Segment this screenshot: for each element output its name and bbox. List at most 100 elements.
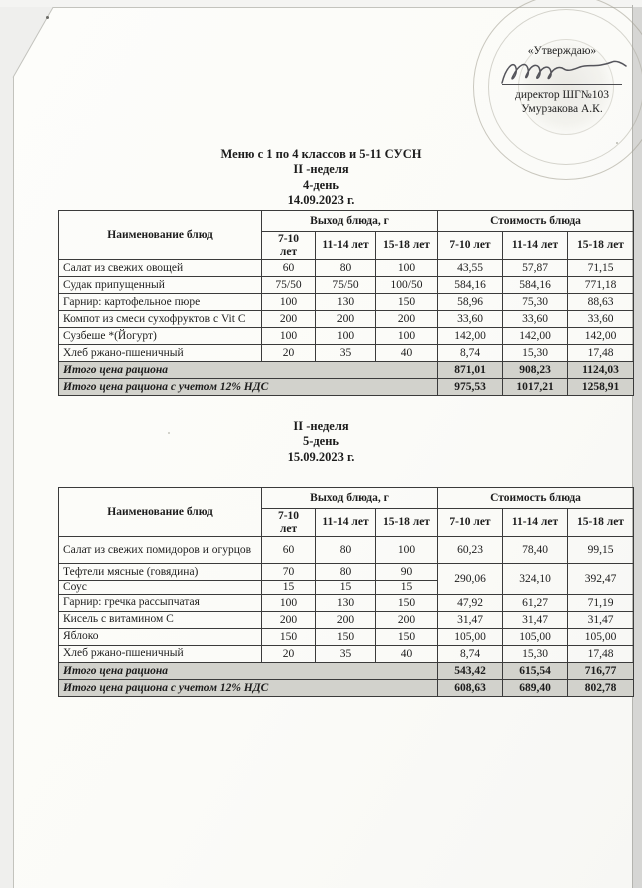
dish-name-cell: Соус: [58, 580, 262, 595]
cost-cell: 584,16: [502, 276, 568, 294]
column-header-cost: Стоимость блюда: [436, 210, 635, 232]
age-group-header: 7-10 лет: [437, 508, 503, 537]
cost-cell: 31,47: [566, 610, 635, 629]
weight-cell: 150: [375, 627, 438, 646]
age-group-header: 11-14 лет: [502, 231, 568, 260]
weight-cell: 35: [315, 344, 376, 362]
cost-cell: 31,47: [502, 610, 568, 629]
age-group-header: 7-10 лет: [437, 231, 503, 260]
weight-cell: 40: [375, 344, 438, 362]
age-group-header: 11-14 лет: [502, 508, 568, 537]
day-label: 5-день: [302, 434, 340, 449]
paper-top-edge: [53, 7, 633, 8]
totals-row: Итого цена рациона с учетом 12% НДС 975,5…: [58, 378, 635, 396]
dish-name-cell: Яблоко: [58, 627, 262, 646]
menu-title-day5: II -неделя 5-день 15.09.2023 г.: [0, 419, 642, 465]
cost-cell: 71,19: [566, 593, 635, 612]
weight-cell: 40: [375, 644, 438, 663]
age-group-header: 15-18 лет: [375, 508, 438, 537]
stamp-emblem: [518, 39, 614, 135]
menu-row: Гарнир: гречка рассыпчатая 100 130 150 47,92…: [58, 593, 635, 612]
total-value-cell: 908,23: [502, 361, 568, 379]
weight-cell: 200: [261, 610, 316, 629]
cost-cell: 47,92: [437, 593, 503, 612]
total-value-cell: 543,42: [437, 661, 503, 680]
date-label: 14.09.2023 г.: [287, 192, 355, 207]
total-value-cell: 802,78: [566, 678, 635, 697]
cost-cell: 105,00: [502, 627, 568, 646]
paper-right-edge: [632, 5, 633, 888]
totals-row: Итого цена рациона 871,01 908,23 1124,03: [58, 361, 635, 379]
signature-line: [501, 58, 627, 85]
menu-row: Салат из свежих овощей 60 80 100 43,55 57,87 7…: [58, 259, 635, 277]
menu-row: Компот из смеси сухофруктов с Vit C 200 20…: [58, 310, 635, 328]
weight-cell: 200: [375, 310, 438, 328]
total-value-cell: 1017,21: [502, 378, 568, 396]
weight-cell: 80: [315, 536, 376, 564]
totals-row: Итого цена рациона с учетом 12% НДС 608,6…: [58, 678, 635, 697]
director-signature-icon: [501, 60, 627, 84]
weight-cell: 200: [375, 610, 438, 629]
cost-cell: 99,15: [566, 536, 635, 564]
total-value-cell: 608,63: [437, 678, 503, 697]
cost-cell: 88,63: [566, 293, 635, 311]
total-label-cell: Итого цена рациона: [58, 661, 438, 680]
cost-cell: 15,30: [502, 344, 568, 362]
approval-label: «Утверждаю»: [527, 45, 597, 57]
menu-row: Гарнир: картофельное пюре 100 130 150 58,96 7…: [58, 293, 635, 311]
cost-cell: 33,60: [437, 310, 503, 328]
age-group-header: 11-14 лет: [315, 508, 376, 537]
official-round-stamp: [473, 0, 642, 180]
cost-cell: 142,00: [437, 327, 503, 345]
cost-cell: 324,10: [502, 563, 568, 595]
cost-cell: 60,23: [437, 536, 503, 564]
weight-cell: 150: [315, 627, 376, 646]
dish-name-cell: Салат из свежих помидоров и огурцов: [58, 536, 262, 564]
weight-cell: 100: [315, 327, 376, 345]
total-value-cell: 716,77: [566, 661, 635, 680]
weight-cell: 70: [261, 563, 316, 581]
column-header-dish-name: Наименование блюд: [58, 210, 262, 260]
cost-cell: 290,06: [437, 563, 503, 595]
cost-cell: 771,18: [566, 276, 635, 294]
cost-cell: 31,47: [437, 610, 503, 629]
dish-name-cell: Хлеб ржано-пшеничный: [58, 644, 262, 663]
total-value-cell: 689,40: [502, 678, 568, 697]
weight-cell: 200: [315, 610, 376, 629]
weight-cell: 20: [261, 644, 316, 663]
cost-cell: 8,74: [437, 344, 503, 362]
total-label-cell: Итого цена рациона с учетом 12% НДС: [58, 378, 438, 396]
age-group-header: 15-18 лет: [375, 231, 438, 260]
date-label: 15.09.2023 г.: [287, 449, 355, 464]
cost-cell: 392,47: [566, 563, 635, 595]
cost-cell: 142,00: [502, 327, 568, 345]
paper-left-edge: [13, 77, 14, 888]
dish-name-cell: Гарнир: гречка рассыпчатая: [58, 593, 262, 612]
column-header-output: Выход блюда, г: [261, 487, 438, 509]
age-group-header: 15-18 лет: [566, 231, 635, 260]
weight-cell: 35: [315, 644, 376, 663]
weight-cell: 75/50: [261, 276, 316, 294]
weight-cell: 60: [261, 536, 316, 564]
cost-cell: 15,30: [502, 644, 568, 663]
weight-cell: 130: [315, 293, 376, 311]
total-value-cell: 975,53: [437, 378, 503, 396]
weight-cell: 150: [375, 593, 438, 612]
weight-cell: 200: [261, 310, 316, 328]
weight-cell: 200: [315, 310, 376, 328]
age-group-header: 15-18 лет: [566, 508, 635, 537]
cost-cell: 43,55: [437, 259, 503, 277]
scanner-edge-band-top: [0, 0, 642, 7]
column-header-output: Выход блюда, г: [261, 210, 438, 232]
column-header-dish-name: Наименование блюд: [58, 487, 262, 537]
dish-name-cell: Салат из свежих овощей: [58, 259, 262, 277]
column-header-cost: Стоимость блюда: [436, 487, 635, 509]
menu-row: Хлеб ржано-пшеничный 20 35 40 8,74 15,30 17,48: [58, 644, 635, 663]
approval-role: директор ШГ№103: [514, 89, 610, 101]
weight-cell: 15: [261, 580, 316, 595]
week-label: II -неделя: [293, 419, 349, 433]
dish-name-cell: Судак припущенный: [58, 276, 262, 294]
menu-row: Сузбеше *(Йогурт) 100 100 100 142,00 142,00 14…: [58, 327, 635, 345]
weight-cell: 100/50: [375, 276, 438, 294]
